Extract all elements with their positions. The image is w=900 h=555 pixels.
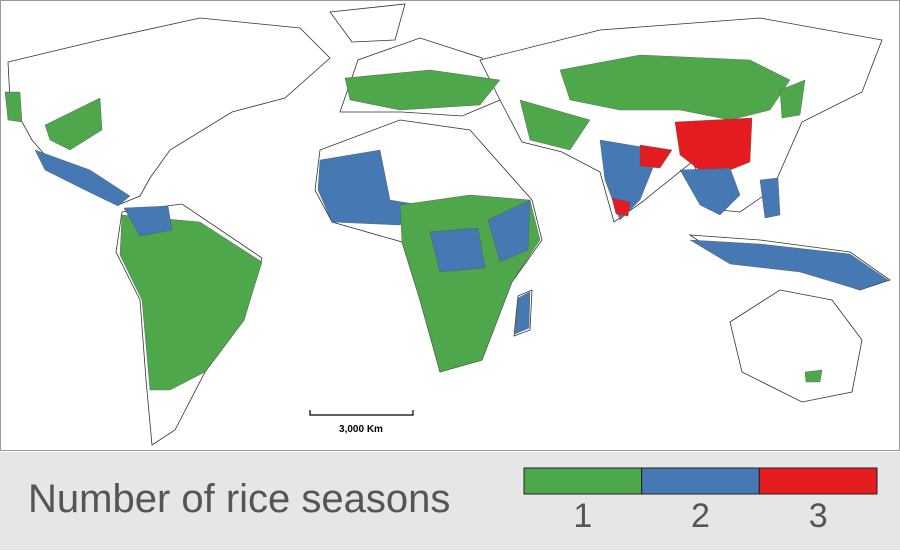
rice-region	[779, 79, 806, 119]
rice-region	[759, 177, 781, 219]
rice-region	[559, 54, 791, 121]
rice-region	[611, 197, 631, 217]
rice-region	[514, 291, 531, 335]
map	[4, 3, 891, 446]
scale-bar-line	[309, 410, 414, 416]
rice-region	[679, 167, 741, 216]
rice-region	[487, 199, 531, 263]
legend-swatch	[523, 467, 643, 495]
rice-region	[123, 205, 173, 237]
rice-region	[429, 227, 486, 273]
rice-region	[4, 91, 23, 123]
rice-region	[689, 239, 889, 291]
rice-region	[639, 144, 673, 169]
australia	[729, 289, 863, 403]
legend-label: 3	[809, 497, 828, 535]
legend-label: 2	[691, 497, 710, 535]
legend-label: 1	[573, 497, 592, 535]
legend: 1 2 3	[523, 467, 878, 535]
rice-region	[344, 69, 501, 111]
scale-bar-label: 3,000 Km	[339, 424, 383, 435]
rice-region	[44, 97, 103, 151]
rice-region	[34, 149, 131, 207]
legend-swatch	[758, 467, 878, 495]
legend-swatch	[641, 467, 760, 495]
greenland	[329, 3, 406, 43]
rice-region	[519, 99, 591, 151]
legend-title: Number of rice seasons	[28, 477, 450, 521]
scale-bar: 3,000 Km	[309, 410, 414, 435]
rice-region	[804, 369, 823, 383]
rice-region	[119, 214, 263, 391]
